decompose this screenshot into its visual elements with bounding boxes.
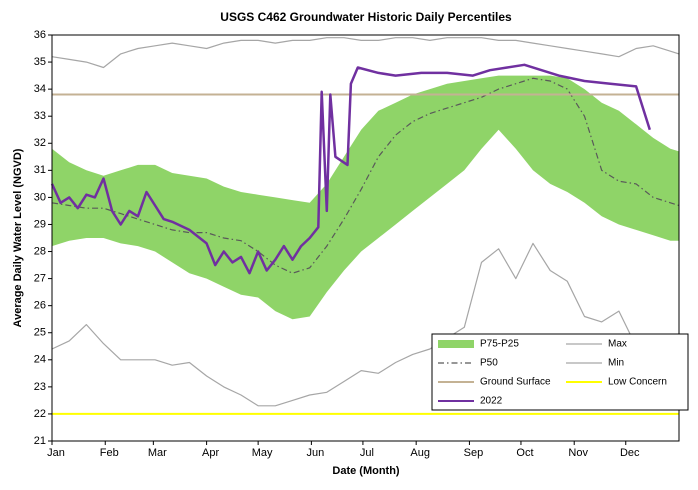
y-axis-label: Average Daily Water Level (NGVD): [12, 148, 24, 327]
y-tick-label: 22: [34, 408, 46, 420]
legend-label: 2022: [480, 396, 503, 407]
y-tick-label: 35: [34, 56, 46, 68]
legend-label: Ground Surface: [480, 377, 551, 388]
plot-frame: [51, 34, 680, 442]
legend-label: P50: [480, 358, 498, 369]
legend-box: [431, 333, 689, 411]
x-tick-label: Dec: [620, 447, 640, 459]
x-tick-label: Jun: [307, 447, 325, 459]
x-tick-label: Mar: [148, 447, 167, 459]
percentile-band: [52, 75, 679, 320]
legend-swatch: [438, 340, 474, 348]
x-tick-label: Feb: [100, 447, 119, 459]
y-tick-label: 23: [34, 381, 46, 393]
y-tick-label: 25: [34, 327, 46, 339]
legend-label: P75-P25: [480, 339, 519, 350]
y-tick-label: 33: [34, 110, 46, 122]
legend-label: Min: [608, 358, 624, 369]
y-tick-label: 34: [34, 83, 46, 95]
y-tick-label: 36: [34, 29, 46, 41]
plot-layer: [50, 37, 680, 415]
x-tick-label: May: [252, 447, 273, 459]
y-tick-label: 32: [34, 137, 46, 149]
x-tick-label: Jul: [360, 447, 374, 459]
x-tick-label: Sep: [464, 447, 484, 459]
x-tick-label: Aug: [410, 447, 430, 459]
legend-label: Low Concern: [608, 377, 667, 388]
median-line: [51, 77, 680, 274]
x-axis-label: Date (Month): [332, 465, 400, 477]
series-line: [50, 63, 651, 275]
x-tick-label: Apr: [202, 447, 219, 459]
y-tick-label: 30: [34, 191, 46, 203]
y-tick-label: 21: [34, 435, 46, 447]
x-tick-label: Jan: [47, 447, 65, 459]
y-tick-label: 28: [34, 245, 46, 257]
y-tick-label: 24: [34, 354, 46, 366]
y-tick-label: 29: [34, 218, 46, 230]
chart-title: USGS C462 Groundwater Historic Daily Per…: [220, 10, 512, 24]
y-tick-label: 27: [34, 273, 46, 285]
y-tick-label: 26: [34, 300, 46, 312]
series-line: [51, 37, 680, 69]
x-tick-label: Oct: [516, 447, 533, 459]
y-tick-label: 31: [34, 164, 46, 176]
legend-label: Max: [608, 339, 627, 350]
series-line: [51, 242, 654, 407]
x-tick-label: Nov: [568, 447, 588, 459]
